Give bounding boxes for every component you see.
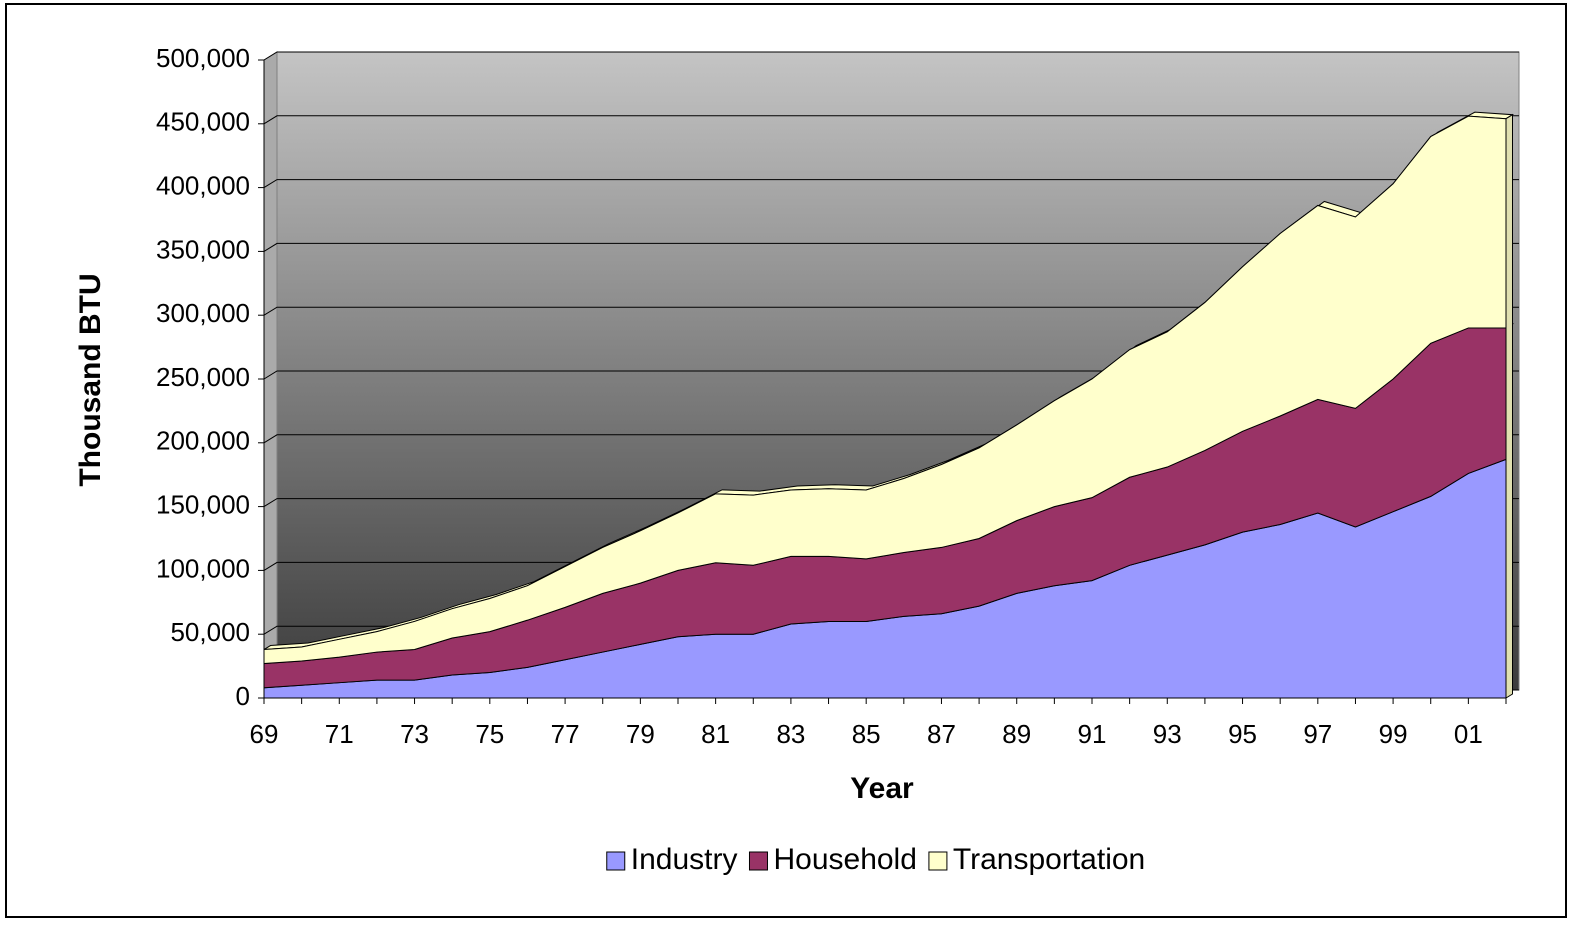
y-tick-label: 500,000: [156, 43, 250, 73]
y-tick-label: 200,000: [156, 426, 250, 456]
y-tick-label: 100,000: [156, 553, 250, 583]
x-tick-label: 81: [701, 719, 730, 749]
legend-swatch: [748, 851, 768, 871]
y-tick-label: 350,000: [156, 234, 250, 264]
x-tick-label: 89: [1002, 719, 1031, 749]
x-tick-label: 85: [852, 719, 881, 749]
x-tick-label: 83: [776, 719, 805, 749]
grid-line: [263, 179, 1519, 189]
x-tick-label: 97: [1303, 719, 1332, 749]
x-tick-label: 87: [927, 719, 956, 749]
x-tick-label: 73: [400, 719, 429, 749]
x-tick-label: 77: [551, 719, 580, 749]
area-end-face: [1505, 113, 1513, 699]
grid-line: [263, 51, 1519, 61]
y-tick-label: 400,000: [156, 170, 250, 200]
y-tick-label: 250,000: [156, 362, 250, 392]
x-tick-label: 79: [626, 719, 655, 749]
x-tick-label: 91: [1078, 719, 1107, 749]
x-axis-title: Year: [850, 772, 914, 805]
legend-label: Transportation: [953, 843, 1145, 876]
x-tick-label: 01: [1454, 719, 1483, 749]
y-tick-label: 300,000: [156, 298, 250, 328]
legend-label: Household: [773, 843, 916, 876]
legend-swatch: [606, 851, 626, 871]
grid-line: [263, 115, 1519, 125]
x-tick-label: 93: [1153, 719, 1182, 749]
x-tick-label: 71: [325, 719, 354, 749]
y-tick-label: 0: [236, 681, 250, 711]
y-tick-label: 50,000: [170, 617, 250, 647]
x-tick-label: 99: [1379, 719, 1408, 749]
x-tick-label: 95: [1228, 719, 1257, 749]
y-axis-title: Thousand BTU: [74, 273, 107, 486]
legend-swatch: [928, 851, 948, 871]
y-tick-label: 150,000: [156, 489, 250, 519]
grid-line: [263, 242, 1519, 252]
legend-label: Industry: [631, 843, 738, 876]
x-tick-label: 75: [475, 719, 504, 749]
x-tick-label: 69: [250, 719, 279, 749]
y-tick-label: 450,000: [156, 107, 250, 137]
grid-line: [263, 306, 1519, 316]
